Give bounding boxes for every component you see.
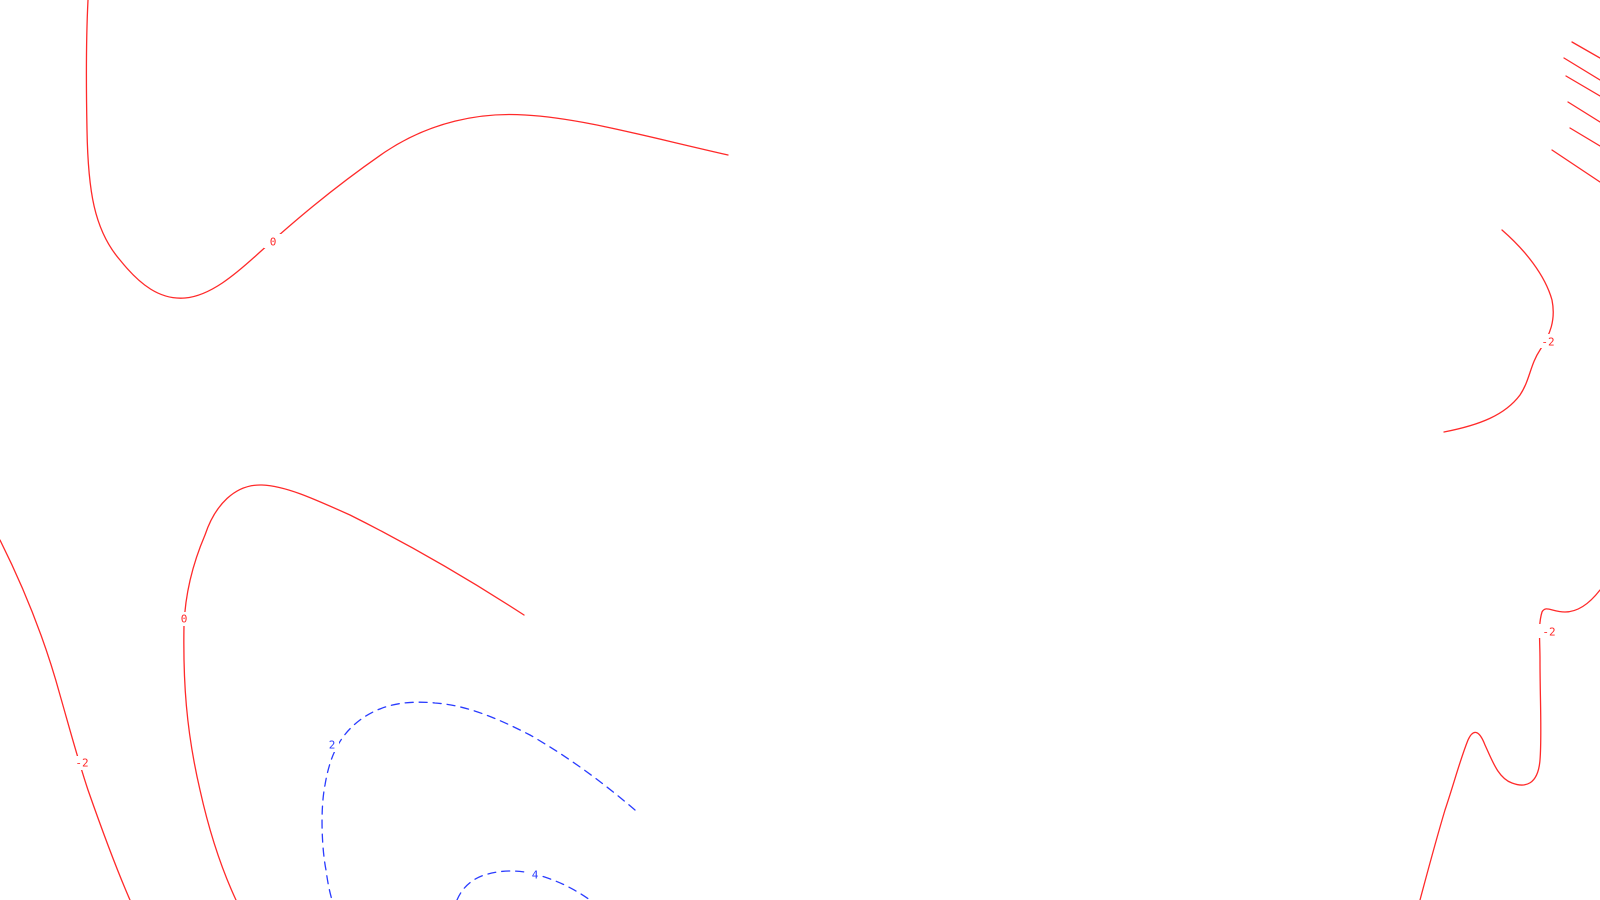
contour-label-minus2-left: -2: [75, 757, 88, 770]
label-bg: [175, 612, 193, 626]
contour-label-minus2-right-upper: -2: [1541, 336, 1554, 349]
contour-line-minus2-right-lower: [1419, 589, 1600, 900]
contour-label-minus2-right-lower: -2: [1542, 626, 1555, 639]
contour-label-two-blue: 2: [329, 739, 336, 752]
hatch-marks: [1551, 41, 1600, 183]
label-bg: [1538, 334, 1558, 348]
contour-label-zero-upper: 0: [270, 236, 277, 249]
contour-label-zero-lower: 0: [181, 613, 188, 626]
label-bg: [72, 756, 94, 770]
contour-line-zero-lower: [183, 484, 525, 900]
label-bg: [325, 738, 339, 752]
contour-line-minus2-left: [0, 539, 131, 900]
label-bg: [264, 234, 282, 248]
label-bg: [528, 868, 542, 882]
contour-label-four-blue: 4: [532, 869, 539, 882]
contour-line-two-blue: [321, 701, 636, 900]
label-bg: [1538, 624, 1560, 638]
contour-line-minus2-right-upper: [1443, 229, 1554, 433]
contour-line-zero-upper: [85, 0, 729, 299]
contour-line-four-blue: [456, 870, 591, 900]
